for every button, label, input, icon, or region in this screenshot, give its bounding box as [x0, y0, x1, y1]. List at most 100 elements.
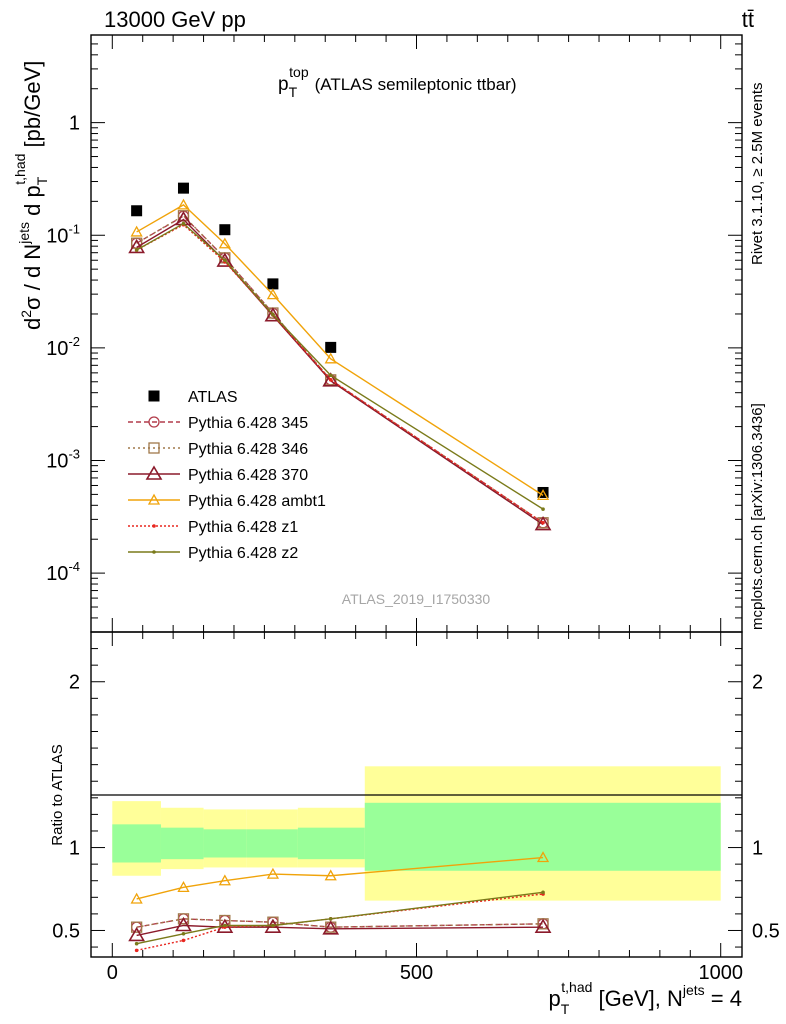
legend-label: Pythia 6.428 z1 [188, 519, 298, 536]
title-sub: T [289, 84, 298, 100]
data-point [537, 486, 549, 498]
series-point [130, 225, 143, 237]
ylabel-sup2: 2 [18, 310, 34, 318]
main-series [128, 182, 552, 531]
main-panel: 110-110-210-310-4 pTtop(ATLAS semilepton… [12, 34, 743, 633]
ratio-point [324, 869, 337, 881]
x-tick-label: 0 [107, 962, 118, 984]
legend-label: Pythia 6.428 345 [188, 415, 308, 432]
energy-label: 13000 GeV pp [104, 7, 246, 32]
ratio-y-tick-label: 0.5 [52, 920, 80, 942]
ratio-point [223, 923, 227, 928]
y-axis-label: d2σ / d Njets d pTt,had [pb/GeV] [12, 61, 50, 330]
title-rest: (ATLAS semileptonic ttbar) [315, 75, 517, 94]
series-point [541, 507, 545, 511]
x-tick-label: 1000 [698, 962, 743, 984]
ratio-point [181, 938, 186, 943]
series-pythia-6-428-z2 [134, 221, 545, 511]
band-inner [297, 827, 365, 860]
ratio-series-pythia-6-428-z1 [134, 892, 545, 953]
series-line [136, 222, 544, 510]
ratio-line [136, 918, 544, 928]
ratio-point [130, 921, 143, 933]
legend-entry: Pythia 6.428 z2 [128, 545, 298, 562]
main-plot-area [91, 35, 742, 632]
data-point [325, 341, 337, 353]
ratio-axis-ticks [91, 632, 742, 957]
ratio-tick-labels: 0.5 0.5 1 1 2 2 0 500 1000 [52, 672, 780, 984]
y-tick-label: 10-1 [46, 221, 80, 247]
ylabel-T: T [34, 176, 50, 185]
main-tick-labels: 1 10-1 10-2 10-3 10-4 [46, 113, 80, 585]
series-point [177, 210, 190, 222]
ylabel-d: d [20, 318, 45, 330]
legend-entry: Pythia 6.428 345 [128, 415, 308, 432]
x-tick-label: 500 [400, 962, 433, 984]
legend-label: ATLAS [188, 389, 238, 406]
legend-marker [148, 390, 160, 402]
band-inner [364, 802, 721, 871]
series-pythia-6-428-ambt1 [130, 198, 550, 501]
ratio-line [136, 856, 544, 900]
analysis-watermark: ATLAS_2019_I1750330 [342, 591, 491, 607]
series-point [134, 248, 139, 252]
ratio-y-label: Ratio to ATLAS [49, 744, 66, 845]
ratio-point [271, 923, 275, 928]
legend-marker [148, 442, 160, 454]
ylabel-jets: jets [16, 222, 32, 245]
ylabel-unit: [pb/GeV] [20, 61, 45, 154]
y-tick-label: 10-4 [46, 559, 80, 585]
series-point [177, 198, 190, 210]
legend-marker [145, 465, 163, 480]
ratio-line [136, 924, 544, 937]
legend: ATLAS Pythia 6.428 345 Pythia 6.428 346 Pyt… [128, 389, 326, 562]
xlabel-unit: [GeV], N [592, 986, 682, 1011]
legend-label: Pythia 6.428 370 [188, 467, 308, 484]
mcplots-label: mcplots.cern.ch [arXiv:1306.3436] [749, 403, 766, 630]
band-inner [112, 824, 161, 863]
legend-marker [152, 524, 156, 528]
legend-marker [147, 493, 161, 505]
xlabel-thad: t,had [561, 979, 592, 995]
plot-title: pTtop (ATLAS semileptonic ttbar) [278, 64, 516, 100]
ratio-uncertainty-bands [112, 766, 721, 901]
series-point [322, 372, 340, 387]
ratio-point [134, 948, 139, 953]
series-point [218, 237, 231, 249]
ratio-point [266, 867, 280, 879]
main-axis-ticks [91, 34, 742, 633]
series-point [128, 238, 146, 254]
legend-marker [148, 416, 160, 428]
series-point [266, 288, 280, 300]
ratio-point [181, 931, 186, 936]
ratio-series-pythia-6-428-z2 [134, 890, 545, 946]
ratio-point [541, 890, 545, 895]
ratio-point [218, 874, 231, 886]
y-tick-label: 10-2 [46, 334, 80, 360]
ratio-point [322, 920, 340, 935]
series-point [328, 378, 333, 382]
ratio-y-tick-label-right: 0.5 [752, 920, 780, 942]
legend-label: Pythia 6.428 ambt1 [188, 493, 326, 510]
ratio-point [134, 941, 139, 946]
xlabel-jets: jets [682, 982, 705, 998]
ratio-y-tick-label: 1 [69, 838, 80, 860]
ratio-frame [90, 631, 743, 958]
series-line [136, 214, 544, 524]
title-p: p [278, 74, 289, 95]
ratio-panel: 0.5 0.5 1 1 2 2 0 500 1000 Ratio to ATLAS pTt,ha… [49, 631, 780, 1017]
xlabel-eq: = 4 [705, 986, 742, 1011]
data-point [177, 182, 189, 194]
band-inner [246, 829, 298, 858]
ratio-point [534, 918, 552, 933]
ratio-series [128, 851, 552, 953]
ratio-point [177, 913, 190, 925]
title-sup: top [289, 64, 309, 80]
series-point [328, 373, 333, 378]
xlabel-p: p [548, 986, 560, 1011]
ylabel-dp: d p [20, 185, 45, 222]
y-tick-label: 10-3 [46, 446, 80, 472]
series-point [271, 312, 275, 317]
x-axis-label: pTt,had [GeV], Njets = 4 [548, 979, 742, 1017]
